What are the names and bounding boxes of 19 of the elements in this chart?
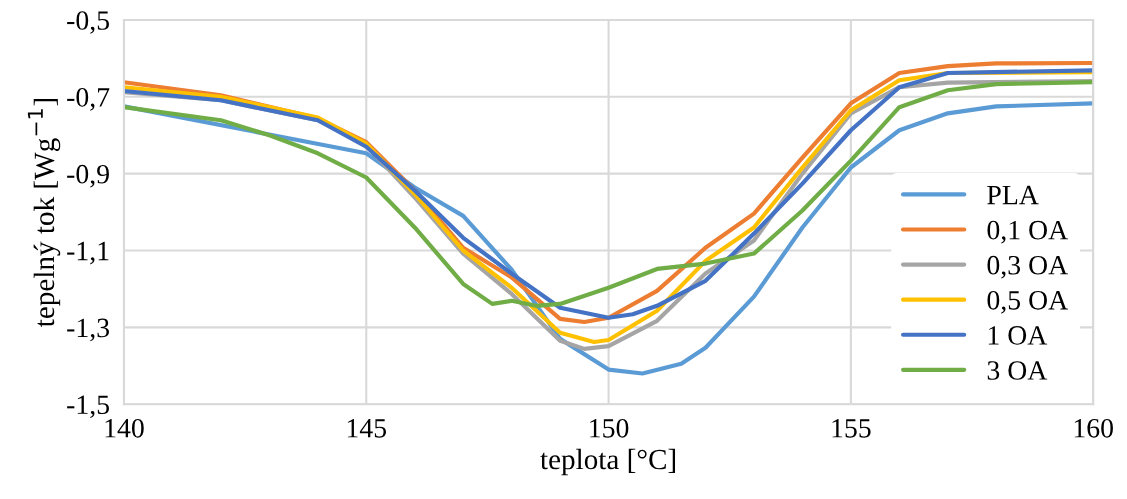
legend-label: 0,3 OA xyxy=(987,255,1068,279)
legend-label: 3 OA xyxy=(987,361,1048,380)
legend-label: 1 OA xyxy=(988,326,1048,345)
y-tick-label: -1,3 xyxy=(67,318,109,342)
x-tick-label: 145 xyxy=(347,419,387,438)
x-tick-label: 160 xyxy=(1074,418,1113,438)
y-axis-title: tepelný tok [Wg$^{−1}$] xyxy=(27,99,61,327)
y-tick-label: -0,9 xyxy=(67,164,109,188)
x-tick-label: 150 xyxy=(590,418,629,438)
x-tick-label: 155 xyxy=(832,419,871,438)
legend-label: PLA xyxy=(987,185,1039,205)
legend-label: 0,5 OA xyxy=(987,290,1068,314)
y-tick-label: -0,5 xyxy=(67,11,109,34)
x-tick-label: 140 xyxy=(105,418,144,438)
legend-label: 0,1 OA xyxy=(987,220,1068,244)
x-axis-title: teplota [°C] xyxy=(540,448,676,476)
y-tick-label: -1,1 xyxy=(67,241,109,265)
y-tick-label: -1,5 xyxy=(67,395,109,419)
y-tick-label: -0,7 xyxy=(67,87,110,111)
